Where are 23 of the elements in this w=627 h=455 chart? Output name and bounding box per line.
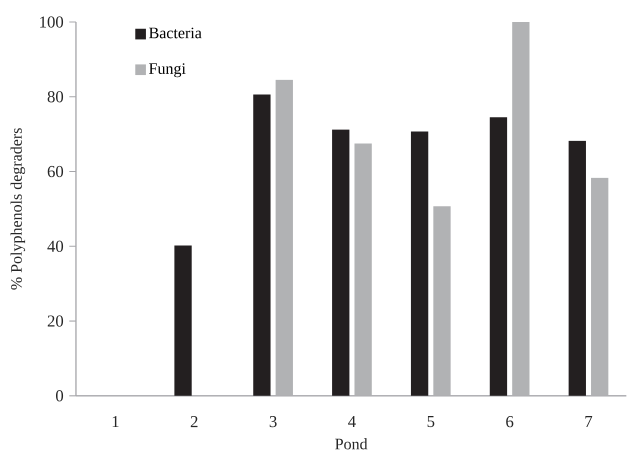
x-tick-label: 5 [428,416,434,428]
y-tick-label: 60 [48,166,64,178]
legend-label: Bacteria [149,28,202,38]
x-tick-label: 1 [112,416,119,428]
x-tick-label: 4 [348,416,356,428]
x-tick-label: 7 [585,416,592,428]
bar [253,94,271,396]
bar [410,132,428,396]
x-tick-label: 6 [506,416,514,428]
bar [568,140,586,396]
x-axis-title: Pond [335,438,368,450]
y-tick-label: 100 [40,16,64,28]
y-axis-title: % Polyphenols degraders [10,128,26,290]
x-tick-label: 3 [270,416,277,428]
y-tick-label: 80 [48,91,64,102]
x-tick-label: 2 [190,416,198,428]
bar [174,246,192,396]
y-tick-label: 0 [56,390,64,402]
bar [490,117,508,396]
bar [332,130,350,396]
y-tick-label: 40 [47,240,64,252]
legend-label: Fungi [149,63,186,78]
y-tick-label: 20 [48,316,64,327]
